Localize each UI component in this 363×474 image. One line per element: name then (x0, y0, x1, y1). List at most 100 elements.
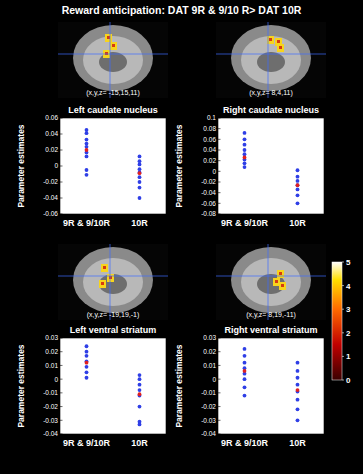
data-point (85, 370, 89, 374)
coordinate-label: (x,y,z= 8,4,11) (249, 89, 293, 97)
plot-title: Right caudate nucleus (223, 105, 319, 115)
x-tick-label: 9R & 9/10R (221, 438, 269, 448)
colorbar-tick (342, 285, 344, 286)
y-tick-label: 0.02 (45, 348, 58, 355)
y-tick (218, 351, 221, 352)
data-point (138, 196, 142, 200)
data-point (138, 180, 142, 184)
y-tick-label: 0.06 (45, 114, 58, 121)
y-tick (60, 365, 63, 366)
y-tick-label: 0.03 (203, 334, 216, 341)
y-tick (60, 166, 63, 167)
activation-blob (101, 264, 108, 272)
y-tick-label: -0.02 (201, 403, 216, 410)
brain-matter (241, 36, 301, 84)
coordinate-label: (x,y,z= -15,15,11) (86, 89, 140, 97)
colorbar-tick (342, 356, 344, 357)
y-tick (60, 351, 63, 352)
y-tick-label: -0.02 (201, 178, 216, 185)
y-tick (218, 406, 221, 407)
crosshair (58, 54, 168, 55)
colorbar-tick-label: 2 (346, 329, 351, 338)
crosshair (110, 22, 111, 98)
y-tick (60, 420, 63, 421)
activation-blob (277, 270, 284, 278)
data-point (85, 350, 89, 354)
x-tick-label: 9R & 9/10R (63, 438, 111, 448)
y-axis-label: Parameter estimates (16, 344, 26, 427)
activation-blob (275, 280, 278, 283)
coordinate-label: (x,y,z= -19,19,-1) (87, 311, 140, 319)
marks (85, 128, 142, 200)
colorbar-tick-label: 4 (346, 282, 351, 291)
data-point (243, 369, 247, 373)
y-tick (218, 420, 221, 421)
crosshair (110, 244, 111, 320)
crosshair (216, 276, 326, 277)
brain-matter (83, 36, 143, 84)
data-point (85, 148, 89, 152)
y-tick-label: 0.04 (203, 146, 216, 153)
plot-area (60, 118, 166, 214)
colorbar-tick (342, 332, 344, 333)
title: Reward anticipation: DAT 9R & 9/10 R> DA… (62, 4, 302, 16)
y-axis-label: Parameter estimates (174, 124, 184, 207)
data-point (138, 405, 142, 409)
y-tick (218, 392, 221, 393)
brain-slice (73, 247, 153, 313)
crosshair (268, 244, 269, 320)
data-point (85, 131, 89, 135)
data-point (243, 131, 247, 135)
data-point (85, 376, 89, 380)
activation-blob (110, 42, 117, 50)
plot-title: Left ventral striatum (70, 325, 157, 335)
activation-blob (281, 284, 284, 287)
y-tick-label: -0.02 (43, 403, 58, 410)
activation-blob (279, 282, 286, 290)
data-point (138, 171, 142, 175)
data-point (296, 183, 300, 187)
colorbar-tick (342, 309, 344, 310)
data-point (138, 423, 142, 427)
y-tick (218, 338, 221, 339)
data-point (138, 373, 142, 377)
y-tick (218, 192, 221, 193)
brain-slice (231, 25, 311, 91)
data-point (243, 377, 247, 381)
coordinate-label: (x,y,z= 8,19,-11) (246, 311, 296, 319)
data-point (296, 418, 300, 422)
data-point (85, 344, 89, 348)
data-point (85, 361, 89, 365)
y-tick (218, 214, 221, 215)
y-tick-label: -0.04 (201, 430, 216, 437)
activation-blob (269, 38, 272, 41)
y-tick-label: -0.03 (43, 417, 58, 424)
data-point (296, 188, 300, 192)
y-tick (60, 198, 63, 199)
y-tick (218, 365, 221, 366)
data-point (296, 376, 300, 380)
data-point (243, 385, 247, 389)
y-tick-label: 0.03 (45, 334, 58, 341)
data-point (138, 155, 142, 159)
y-tick-label: 0.08 (203, 125, 216, 132)
colorbar (332, 262, 342, 380)
crosshair (268, 22, 269, 98)
y-tick (60, 338, 63, 339)
y-tick-label: -0.01 (201, 389, 216, 396)
y-tick (60, 118, 63, 119)
brain-slice (73, 25, 153, 91)
y-tick (60, 392, 63, 393)
x-tick-label: 10R (131, 218, 148, 228)
data-point (243, 148, 247, 152)
x-tick-label: 10R (289, 218, 306, 228)
data-point (296, 168, 300, 172)
data-point (296, 175, 300, 179)
crosshair (216, 54, 326, 55)
scatter-panel: Left caudate nucleus-0.06-0.04-0.0200.02… (16, 105, 166, 228)
brain-bg (216, 244, 326, 320)
activation-blob (273, 278, 280, 286)
brain-core (99, 274, 127, 294)
y-tick (60, 434, 63, 435)
y-tick-label: 0.04 (45, 130, 58, 137)
